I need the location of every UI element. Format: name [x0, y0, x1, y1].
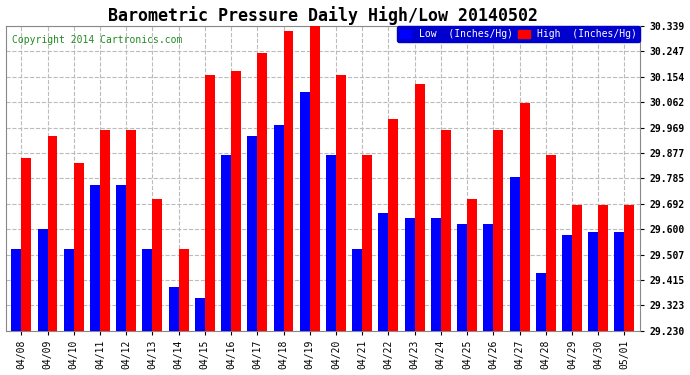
Bar: [598, 204, 608, 375]
Bar: [624, 204, 634, 375]
Bar: [362, 155, 372, 375]
Bar: [247, 136, 257, 375]
Bar: [388, 119, 398, 375]
Bar: [37, 229, 48, 375]
Bar: [510, 177, 520, 375]
Bar: [310, 26, 319, 375]
Bar: [562, 235, 572, 375]
Bar: [100, 130, 110, 375]
Title: Barometric Pressure Daily High/Low 20140502: Barometric Pressure Daily High/Low 20140…: [108, 6, 538, 24]
Bar: [152, 199, 162, 375]
Bar: [11, 249, 21, 375]
Bar: [195, 298, 205, 375]
Bar: [615, 232, 624, 375]
Bar: [415, 84, 424, 375]
Text: Copyright 2014 Cartronics.com: Copyright 2014 Cartronics.com: [12, 35, 182, 45]
Bar: [326, 155, 336, 375]
Bar: [441, 130, 451, 375]
Bar: [168, 287, 179, 375]
Bar: [546, 155, 555, 375]
Bar: [142, 249, 152, 375]
Legend: Low  (Inches/Hg), High  (Inches/Hg): Low (Inches/Hg), High (Inches/Hg): [397, 26, 640, 42]
Bar: [404, 218, 415, 375]
Bar: [467, 199, 477, 375]
Bar: [221, 155, 231, 375]
Bar: [21, 158, 31, 375]
Bar: [116, 185, 126, 375]
Bar: [457, 224, 467, 375]
Bar: [572, 204, 582, 375]
Bar: [63, 249, 74, 375]
Bar: [48, 136, 57, 375]
Bar: [493, 130, 503, 375]
Bar: [126, 130, 136, 375]
Bar: [90, 185, 100, 375]
Bar: [74, 163, 83, 375]
Bar: [378, 213, 388, 375]
Bar: [352, 249, 362, 375]
Bar: [520, 103, 529, 375]
Bar: [257, 53, 267, 375]
Bar: [231, 71, 241, 375]
Bar: [536, 273, 546, 375]
Bar: [431, 218, 441, 375]
Bar: [589, 232, 598, 375]
Bar: [273, 125, 284, 375]
Bar: [484, 224, 493, 375]
Bar: [284, 32, 293, 375]
Bar: [205, 75, 215, 375]
Bar: [179, 249, 188, 375]
Bar: [336, 75, 346, 375]
Bar: [299, 92, 310, 375]
